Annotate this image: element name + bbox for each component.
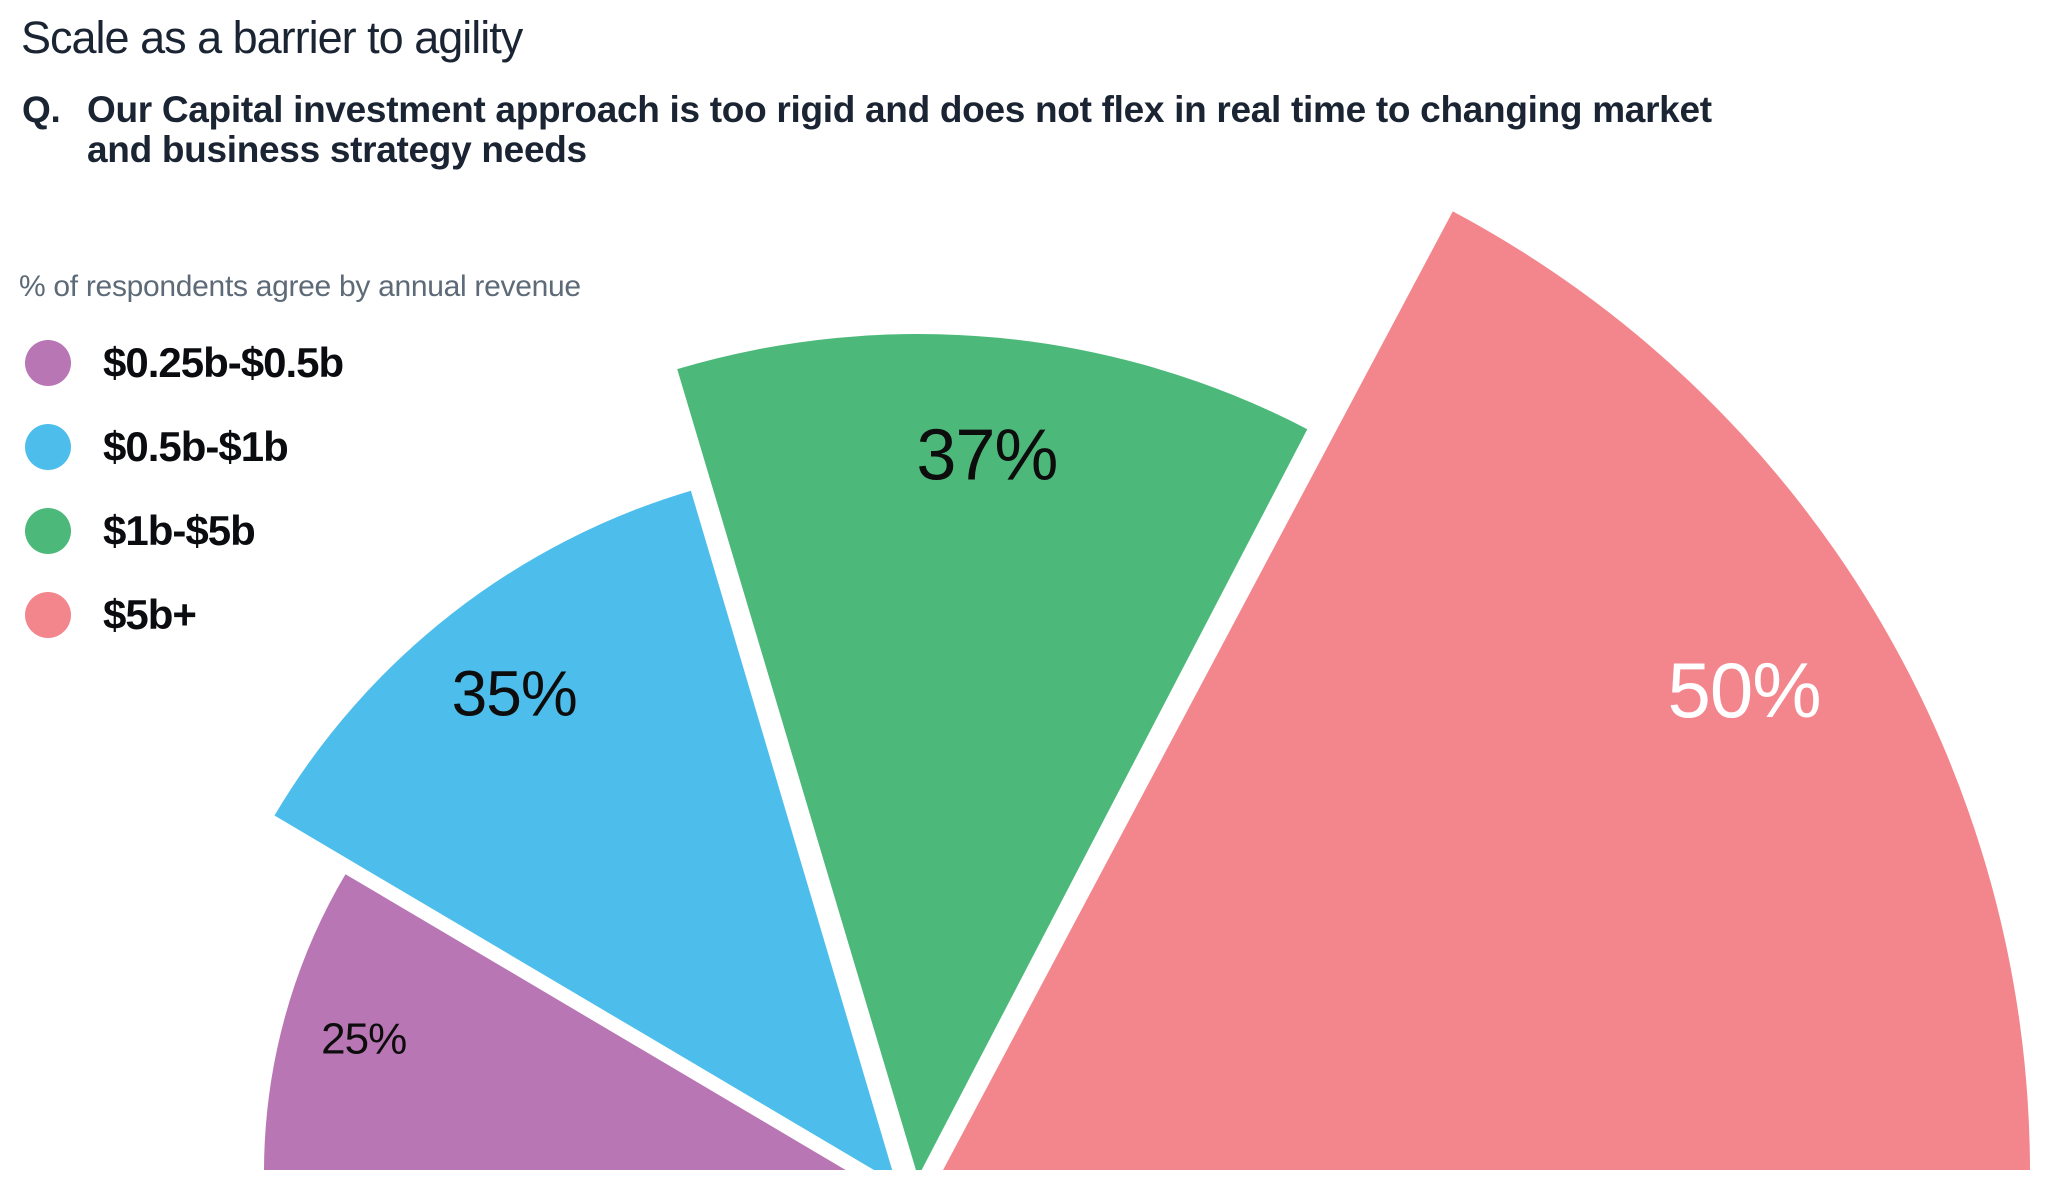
chart-legend: $0.25b-$0.5b $0.5b-$1b $1b-$5b $5b+	[25, 338, 344, 675]
question-line-1: Our Capital investment approach is too r…	[87, 89, 1712, 130]
question-line-2: and business strategy needs	[87, 129, 587, 170]
chart-slice-$0.5b-$1b	[274, 490, 893, 1170]
chart-slice-$5b+	[943, 211, 2030, 1170]
slice-value-label: 37%	[916, 415, 1057, 495]
chart-slice-$0.25b-$0.5b	[264, 874, 846, 1170]
legend-item: $0.25b-$0.5b	[25, 338, 344, 386]
chart-subtitle: % of respondents agree by annual revenue	[19, 270, 581, 303]
legend-swatch-icon	[25, 507, 71, 554]
slice-value-label: 50%	[1667, 646, 1820, 734]
legend-swatch-icon	[25, 339, 71, 386]
legend-label: $5b+	[103, 590, 197, 638]
legend-label: $1b-$5b	[103, 506, 256, 554]
legend-item: $5b+	[25, 591, 343, 638]
legend-label: $0.5b-$1b	[103, 422, 289, 470]
page-title: Scale as a barrier to agility	[21, 12, 523, 63]
legend-item: $0.5b-$1b	[25, 423, 343, 470]
legend-item: $1b-$5b	[25, 507, 343, 554]
legend-swatch-icon	[25, 591, 71, 638]
slice-value-label: 25%	[321, 1015, 406, 1064]
question-prefix: Q.	[22, 89, 61, 130]
chart-slice-$1b-$5b	[677, 333, 1308, 1170]
legend-label: $0.25b-$0.5b	[103, 338, 344, 386]
question-text: Our Capital investment approach is too r…	[87, 90, 1712, 170]
survey-question: Q. Our Capital investment approach is to…	[22, 90, 1712, 170]
legend-swatch-icon	[25, 423, 71, 470]
slice-value-label: 35%	[452, 657, 577, 729]
